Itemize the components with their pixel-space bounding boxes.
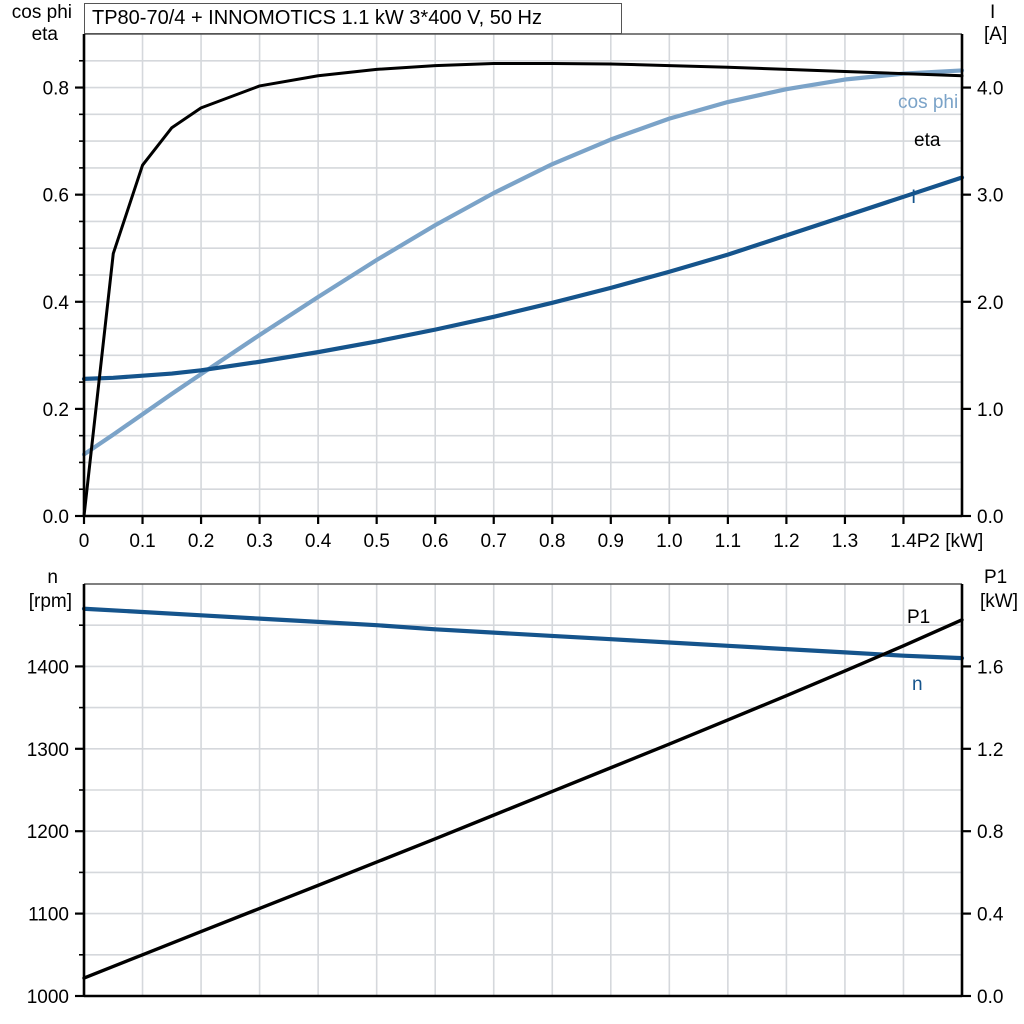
tick-label-left: 0.0 [43,507,69,528]
tick-label-left: 1000 [27,987,69,1008]
right-axis-title-line2: [A] [984,24,1007,45]
tick-label-right: 1.0 [977,400,1003,421]
tick-label-right: 0.8 [977,822,1003,843]
tick-label-right: 1.6 [977,657,1003,678]
page-title: TP80-70/4 + INNOMOTICS 1.1 kW 3*400 V, 5… [92,7,542,29]
chart-title-box: TP80-70/4 + INNOMOTICS 1.1 kW 3*400 V, 5… [84,3,622,34]
series-label-power-input: P1 [907,607,930,628]
tick-label-x: 0.5 [363,531,389,552]
tick-label-right: 0.4 [977,905,1004,926]
tick-label-x: 0.4 [305,531,332,552]
tick-label-right: 0.0 [977,507,1003,528]
series-label-eta: eta [914,130,941,151]
tick-label-x: 0.9 [598,531,624,552]
tick-label-x: 0 [79,531,90,552]
tick-label-x: 0.8 [539,531,565,552]
curve-eta [82,61,964,518]
bottom-right-axis-title-line2: [kW] [980,591,1018,612]
tick-label-left: 0.6 [43,186,69,207]
tick-label-x: 0.3 [246,531,272,552]
tick-label-right: 3.0 [977,186,1003,207]
x-axis-title: P2 [kW] [917,531,984,552]
left-axis-title-line1: cos phi [12,2,72,23]
tick-label-x: 1.0 [656,531,682,552]
tick-label-x: 0.1 [129,531,155,552]
tick-label-left: 0.2 [43,400,69,421]
tick-label-x: 0.7 [481,531,507,552]
curve-power-input [82,618,964,980]
series-label-speed: n [912,674,923,695]
tick-label-x: 0.2 [188,531,214,552]
tick-label-left: 1300 [27,740,69,761]
bottom-left-axis-title-line2: [rpm] [29,591,72,612]
tick-label-right: 2.0 [977,293,1003,314]
tick-label-right: 0.0 [977,987,1003,1008]
tick-label-x: 1.2 [773,531,799,552]
series-label-cos-phi: cos phi [898,92,958,113]
right-axis-title-line1: I [990,2,995,23]
tick-label-left: 1400 [27,657,69,678]
tick-label-right: 1.2 [977,740,1003,761]
tick-label-x: 1.3 [832,531,858,552]
curve-cos-phi [81,68,965,457]
tick-label-left: 1100 [28,905,69,926]
tick-label-left: 0.8 [43,79,69,100]
bottom-left-axis-title-line1: n [47,567,58,588]
tick-label-x: 0.6 [422,531,448,552]
tick-label-x: 1.1 [715,531,741,552]
tick-label-right: 4.0 [977,79,1003,100]
series-label-current: I [911,187,916,208]
bottom-right-axis-title-line1: P1 [984,567,1007,588]
curve-speed [81,606,965,661]
tick-label-left: 0.4 [43,293,70,314]
left-axis-title-line2: eta [32,24,59,45]
curve-current [81,175,965,381]
tick-label-x: 1.4 [890,531,917,552]
tick-label-left: 1200 [27,822,69,843]
